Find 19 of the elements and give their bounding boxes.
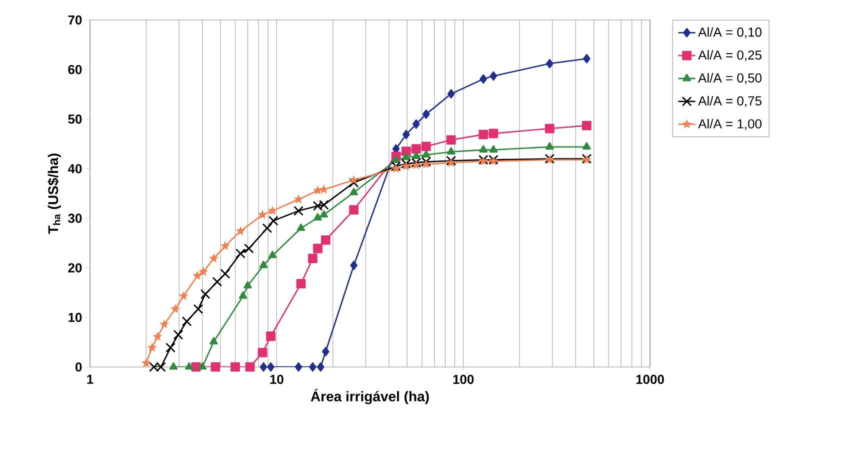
- x-tick-label: 10: [270, 374, 284, 384]
- y-tick-label: 70: [68, 15, 82, 25]
- y-tick-label: 0: [76, 362, 82, 372]
- x-tick-label: 1000: [636, 374, 664, 384]
- y-axis-title: T$_{ha}$ (US$/ha): [48, 154, 61, 234]
- y-tick-label: 10: [68, 312, 82, 322]
- legend-label: Al/A = 0,10: [698, 27, 762, 38]
- y-tick-label: 20: [68, 263, 82, 272]
- x-tick-label: 100: [453, 374, 474, 384]
- y-tick-label: 40: [68, 164, 82, 174]
- legend-label: Al/A = 0,75: [698, 96, 762, 108]
- y-tick-label: 50: [68, 114, 82, 124]
- legend-label: Al/A = 0,25: [698, 50, 762, 62]
- legend-label: Al/A = 0,50: [698, 73, 762, 84]
- y-tick-label: 60: [68, 64, 82, 74]
- x-axis-title: Área irrigável (ha): [310, 388, 429, 404]
- x-tick-label: 1: [87, 374, 94, 384]
- legend-label: Al/A = 1,00: [698, 118, 762, 130]
- y-tick-label: 30: [68, 214, 82, 223]
